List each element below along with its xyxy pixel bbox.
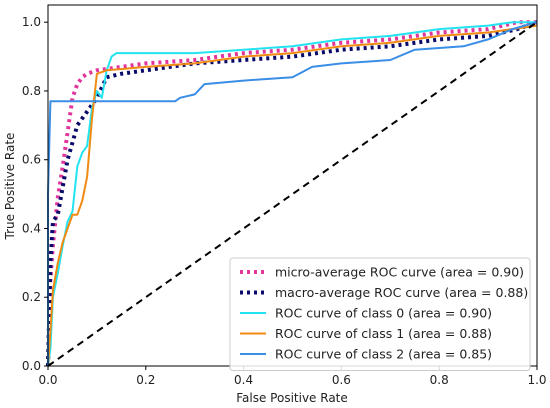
series-line-1 xyxy=(46,20,538,367)
y-tick-label: 0.4 xyxy=(22,221,41,235)
series-line-5 xyxy=(47,21,538,367)
series-line-4 xyxy=(47,21,538,366)
y-tick-label: 0.0 xyxy=(22,359,41,373)
x-tick-label: 0.0 xyxy=(38,373,57,387)
x-tick-label: 1.0 xyxy=(527,373,546,387)
legend: micro-average ROC curve (area = 0.90) mac… xyxy=(229,257,531,371)
legend-label: ROC curve of class 2 (area = 0.85) xyxy=(275,347,492,362)
x-tick-label: 0.4 xyxy=(234,373,253,387)
x-tick-label: 0.8 xyxy=(430,373,449,387)
y-tick-label: 0.2 xyxy=(22,290,41,304)
y-tick-label: 0.8 xyxy=(22,84,41,98)
legend-label: ROC curve of class 0 (area = 0.90) xyxy=(275,306,492,321)
series-line-0 xyxy=(46,20,537,367)
legend-label: micro-average ROC curve (area = 0.90) xyxy=(275,265,524,280)
x-tick-label: 0.2 xyxy=(136,373,155,387)
curves-layer xyxy=(46,20,538,367)
legend-label: ROC curve of class 1 (area = 0.88) xyxy=(275,326,492,341)
y-ticks: 0.0 0.2 0.4 0.6 0.8 1.0 xyxy=(22,15,48,373)
y-tick-label: 0.6 xyxy=(22,153,41,167)
x-tick-label: 0.6 xyxy=(332,373,351,387)
y-tick-label: 1.0 xyxy=(22,15,41,29)
legend-box xyxy=(229,257,531,371)
x-ticks: 0.0 0.2 0.4 0.6 0.8 1.0 xyxy=(38,366,547,387)
y-axis-label: True Positive Rate xyxy=(3,133,17,241)
series-line-3 xyxy=(47,24,538,367)
x-axis-label: False Positive Rate xyxy=(236,391,348,405)
legend-label: macro-average ROC curve (area = 0.88) xyxy=(275,285,528,300)
